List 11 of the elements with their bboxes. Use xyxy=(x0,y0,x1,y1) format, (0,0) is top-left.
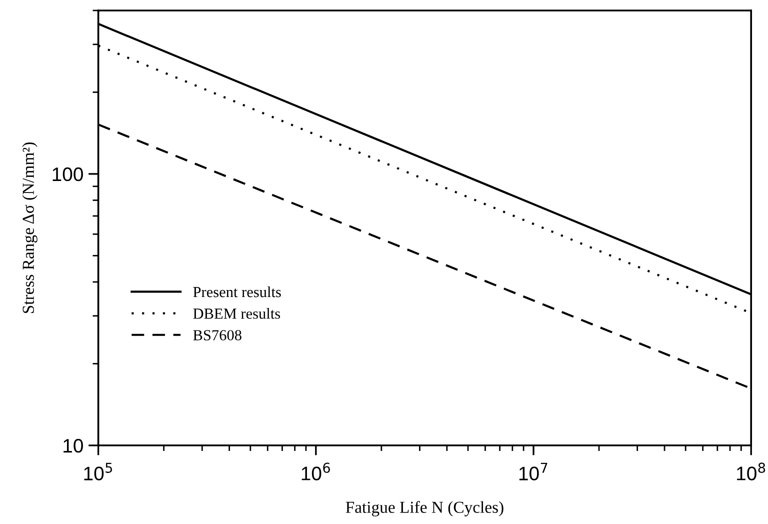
y-tick-label: 100 xyxy=(52,167,83,182)
y-axis-title: Stress Range Δσ (N/mm²) xyxy=(22,142,38,314)
x-tick-label: 10$^{7}$ xyxy=(519,462,548,480)
x-axis-title: Fatigue Life N (Cycles) xyxy=(346,501,504,516)
y-tick-label: 10 xyxy=(64,438,83,453)
x-tick-label: 10$^{5}$ xyxy=(84,462,112,480)
x-tick-label: 10$^{6}$ xyxy=(302,462,330,480)
x-tick-label: 10$^{8}$ xyxy=(737,462,766,480)
legend-label: DBEM results xyxy=(193,308,280,319)
legend-label: BS7608 xyxy=(193,330,242,340)
legend-label: Present results xyxy=(193,286,281,298)
